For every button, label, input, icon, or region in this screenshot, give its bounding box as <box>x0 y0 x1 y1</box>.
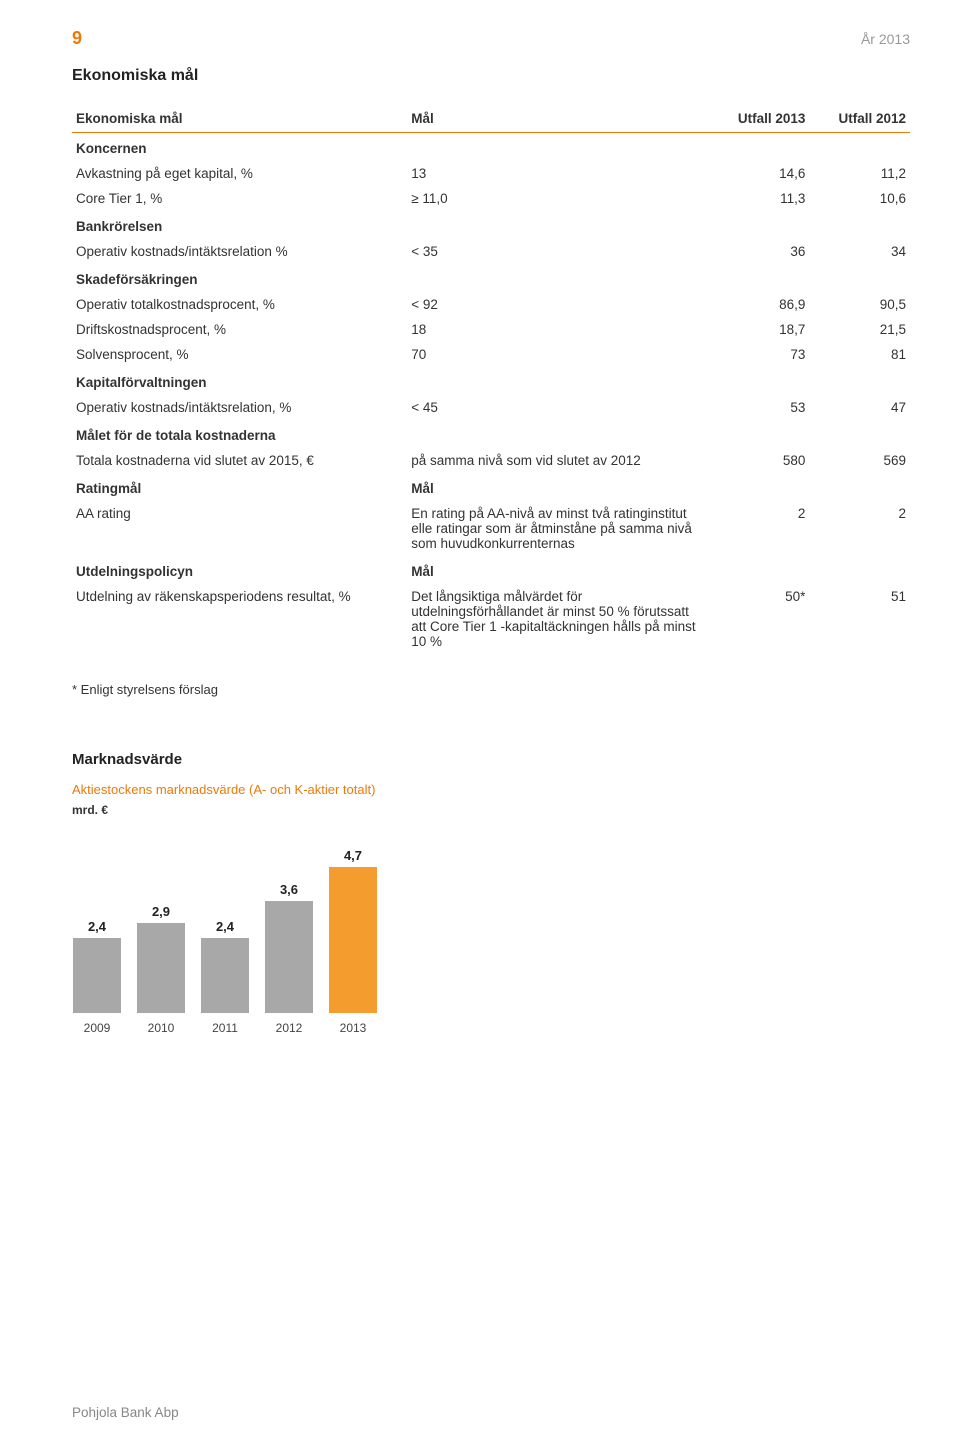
cell-v1: 73 <box>709 342 810 367</box>
cell-v1: 36 <box>709 239 810 264</box>
cell-v2: 34 <box>809 239 910 264</box>
th-utfall-2012: Utfall 2012 <box>809 105 910 133</box>
footer-company: Pohjola Bank Abp <box>72 1405 179 1420</box>
bar-x-label: 2012 <box>264 1021 314 1035</box>
cell-v2: 11,2 <box>809 161 910 186</box>
table-row: Core Tier 1, % ≥ 11,0 11,3 10,6 <box>72 186 910 211</box>
cell-v2: 569 <box>809 448 910 473</box>
cell-label: Solvensprocent, % <box>72 342 407 367</box>
row-utdelpol-goal: Mål <box>407 556 709 584</box>
cell-v2: 51 <box>809 584 910 654</box>
bar-x-label: 2010 <box>136 1021 186 1035</box>
cell-label: Operativ totalkostnadsprocent, % <box>72 292 407 317</box>
cell-v1: 580 <box>709 448 810 473</box>
bar-value-label: 4,7 <box>344 848 362 863</box>
cell-label: Driftskostnadsprocent, % <box>72 317 407 342</box>
th-utfall-2013: Utfall 2013 <box>709 105 810 133</box>
cell-goal: 70 <box>407 342 709 367</box>
cell-v1: 18,7 <box>709 317 810 342</box>
cell-goal: 18 <box>407 317 709 342</box>
cell-v2: 10,6 <box>809 186 910 211</box>
row-ratingmal-label: Ratingmål <box>72 473 407 501</box>
year-label: År 2013 <box>861 31 910 47</box>
table-row: Solvensprocent, % 70 73 81 <box>72 342 910 367</box>
chart-subtitle: mrd. € <box>72 803 392 817</box>
cell-label: Avkastning på eget kapital, % <box>72 161 407 186</box>
market-value-chart: Aktiestockens marknadsvärde (A- och K-ak… <box>72 782 392 1035</box>
cell-goal: på samma nivå som vid slutet av 2012 <box>407 448 709 473</box>
bar-column: 4,7 <box>328 848 378 1013</box>
bar-value-label: 2,9 <box>152 904 170 919</box>
cell-label: Operativ kostnads/intäktsrelation % <box>72 239 407 264</box>
group-malet: Målet för de totala kostnaderna <box>72 420 910 448</box>
th-goal: Mål <box>407 105 709 133</box>
market-section-title: Marknadsvärde <box>72 751 910 768</box>
bar <box>137 923 185 1013</box>
cell-v1: 50* <box>709 584 810 654</box>
cell-v1: 86,9 <box>709 292 810 317</box>
table-row: Utdelning av räkenskapsperiodens resulta… <box>72 584 910 654</box>
row-utdelpol-label: Utdelningspolicyn <box>72 556 407 584</box>
cell-goal: < 45 <box>407 395 709 420</box>
cell-label: AA rating <box>72 501 407 556</box>
bar <box>201 938 249 1013</box>
table-row: Driftskostnadsprocent, % 18 18,7 21,5 <box>72 317 910 342</box>
cell-v1: 53 <box>709 395 810 420</box>
cell-v2: 90,5 <box>809 292 910 317</box>
cell-goal: En rating på AA-nivå av minst två rating… <box>407 501 709 556</box>
cell-v2: 2 <box>809 501 910 556</box>
bar-value-label: 2,4 <box>88 919 106 934</box>
bar <box>265 901 313 1013</box>
bar-x-label: 2013 <box>328 1021 378 1035</box>
cell-v1: 11,3 <box>709 186 810 211</box>
page-header: 9 År 2013 <box>72 28 910 49</box>
group-koncernen: Koncernen <box>72 133 910 162</box>
bar <box>329 867 377 1013</box>
bar <box>73 938 121 1013</box>
table-row: Totala kostnaderna vid slutet av 2015, €… <box>72 448 910 473</box>
table-row: Operativ kostnads/intäktsrelation % < 35… <box>72 239 910 264</box>
cell-label: Core Tier 1, % <box>72 186 407 211</box>
cell-v1: 2 <box>709 501 810 556</box>
table-row: AA rating En rating på AA-nivå av minst … <box>72 501 910 556</box>
cell-goal: < 92 <box>407 292 709 317</box>
bar-x-label: 2011 <box>200 1021 250 1035</box>
cell-label: Totala kostnaderna vid slutet av 2015, € <box>72 448 407 473</box>
group-skade: Skadeförsäkringen <box>72 264 910 292</box>
footnote: * Enligt styrelsens förslag <box>72 682 910 697</box>
bar-column: 2,9 <box>136 904 186 1013</box>
cell-goal: 13 <box>407 161 709 186</box>
th-label: Ekonomiska mål <box>72 105 407 133</box>
cell-v2: 81 <box>809 342 910 367</box>
cell-label: Utdelning av räkenskapsperiodens resulta… <box>72 584 407 654</box>
bar-column: 2,4 <box>200 919 250 1013</box>
group-bank: Bankrörelsen <box>72 211 910 239</box>
cell-goal: ≥ 11,0 <box>407 186 709 211</box>
financial-goals-table: Ekonomiska mål Mål Utfall 2013 Utfall 20… <box>72 105 910 654</box>
section-title: Ekonomiska mål <box>72 67 910 85</box>
cell-v2: 21,5 <box>809 317 910 342</box>
table-row: Operativ totalkostnadsprocent, % < 92 86… <box>72 292 910 317</box>
bar-x-label: 2009 <box>72 1021 122 1035</box>
bar-column: 3,6 <box>264 882 314 1013</box>
bar-value-label: 2,4 <box>216 919 234 934</box>
cell-goal: Det långsiktiga målvärdet för utdelnings… <box>407 584 709 654</box>
bar-value-label: 3,6 <box>280 882 298 897</box>
cell-label: Operativ kostnads/intäktsrelation, % <box>72 395 407 420</box>
table-row: Operativ kostnads/intäktsrelation, % < 4… <box>72 395 910 420</box>
bar-column: 2,4 <box>72 919 122 1013</box>
cell-v2: 47 <box>809 395 910 420</box>
cell-goal: < 35 <box>407 239 709 264</box>
table-row: Avkastning på eget kapital, % 13 14,6 11… <box>72 161 910 186</box>
group-kapital: Kapitalförvaltningen <box>72 367 910 395</box>
cell-v1: 14,6 <box>709 161 810 186</box>
page-number: 9 <box>72 28 82 49</box>
chart-title: Aktiestockens marknadsvärde (A- och K-ak… <box>72 782 392 797</box>
row-ratingmal-goal: Mål <box>407 473 709 501</box>
